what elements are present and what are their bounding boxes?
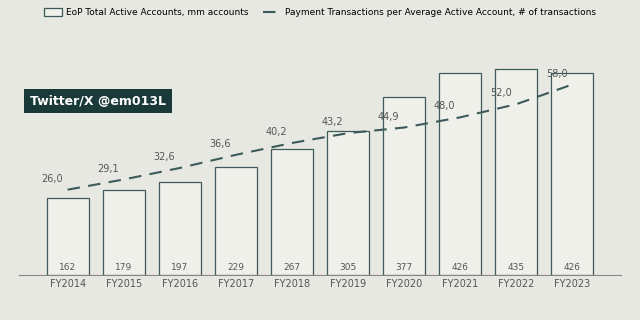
Text: 197: 197 <box>171 263 188 272</box>
Text: 48,0: 48,0 <box>434 101 455 111</box>
Text: 44,9: 44,9 <box>378 112 399 122</box>
Bar <box>327 131 369 275</box>
Text: 162: 162 <box>59 263 76 272</box>
Text: 179: 179 <box>115 263 132 272</box>
Text: 36,6: 36,6 <box>209 139 231 149</box>
Text: 52,0: 52,0 <box>490 88 511 98</box>
Text: 426: 426 <box>564 263 581 272</box>
Text: 305: 305 <box>339 263 356 272</box>
Legend: EoP Total Active Accounts, mm accounts, Payment Transactions per Average Active : EoP Total Active Accounts, mm accounts, … <box>40 4 600 21</box>
Text: 377: 377 <box>396 263 413 272</box>
Bar <box>383 97 425 275</box>
Bar <box>271 149 313 275</box>
Bar <box>439 74 481 275</box>
Bar <box>47 198 88 275</box>
Bar <box>552 74 593 275</box>
Text: 43,2: 43,2 <box>321 117 343 127</box>
Text: 32,6: 32,6 <box>153 152 175 162</box>
Text: 40,2: 40,2 <box>266 127 287 137</box>
Bar <box>102 190 145 275</box>
Text: 58,0: 58,0 <box>546 68 568 78</box>
Bar <box>495 69 538 275</box>
Text: 229: 229 <box>227 263 244 272</box>
Text: 426: 426 <box>452 263 468 272</box>
Text: 435: 435 <box>508 263 525 272</box>
Bar <box>159 182 201 275</box>
Text: Twitter/X @em013L: Twitter/X @em013L <box>30 95 166 108</box>
Text: 26,0: 26,0 <box>41 174 63 184</box>
Text: 267: 267 <box>284 263 301 272</box>
Bar <box>215 167 257 275</box>
Text: 29,1: 29,1 <box>97 164 119 173</box>
